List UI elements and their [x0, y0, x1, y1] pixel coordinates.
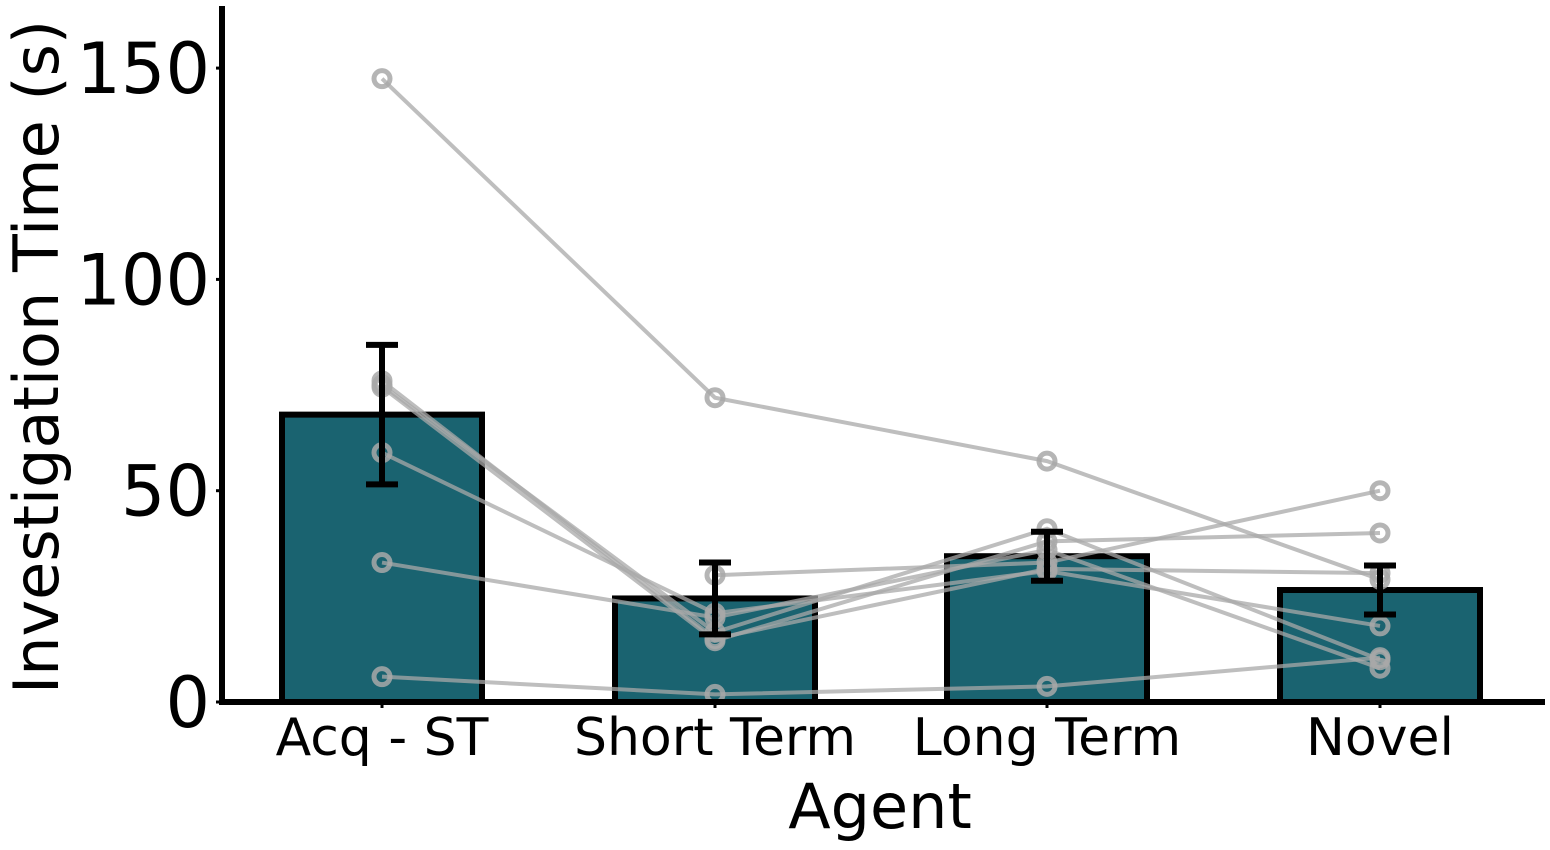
subject-point: [1036, 675, 1058, 697]
y-tick-label: 100: [76, 239, 210, 321]
individual-lines-layer: [371, 68, 1391, 705]
subject-point: [704, 387, 726, 409]
subject-point: [371, 68, 393, 90]
bars-layer: [279, 411, 1483, 706]
subject-point: [1369, 480, 1391, 502]
x-tick-label: Short Term: [574, 708, 856, 768]
subject-point: [1369, 647, 1391, 669]
y-tick-label: 50: [121, 451, 210, 533]
subject-point: [371, 666, 393, 688]
x-axis-title: Agent: [788, 770, 972, 843]
x-tick-label: Novel: [1306, 708, 1454, 768]
subject-point: [1369, 615, 1391, 637]
axes: [216, 6, 1545, 708]
subject-line-5: [381, 450, 1381, 628]
subject-point: [1369, 522, 1391, 544]
y-axis-title: Investigation Time (s): [0, 20, 73, 694]
error-bar: [1031, 528, 1063, 584]
subject-line-1: [380, 77, 1381, 582]
subject-line-3: [380, 383, 1381, 662]
y-tick-label: 150: [76, 28, 210, 110]
subject-line-6: [381, 547, 1381, 671]
subject-point: [1036, 450, 1058, 472]
error-bar: [366, 341, 398, 488]
x-tick-label: Acq - ST: [276, 708, 489, 768]
error-bars-layer: [366, 341, 1396, 638]
subject-point: [371, 552, 393, 574]
error-bar: [699, 559, 731, 638]
x-tick-label: Long Term: [913, 708, 1181, 768]
tick-labels: 0 50 100 150 Acq - ST Short Term Long Term Nove…: [76, 28, 1454, 768]
error-bar: [1364, 562, 1396, 618]
subject-line-7: [381, 655, 1381, 697]
y-tick-label: 0: [165, 662, 210, 744]
subject-point: [1369, 657, 1391, 679]
